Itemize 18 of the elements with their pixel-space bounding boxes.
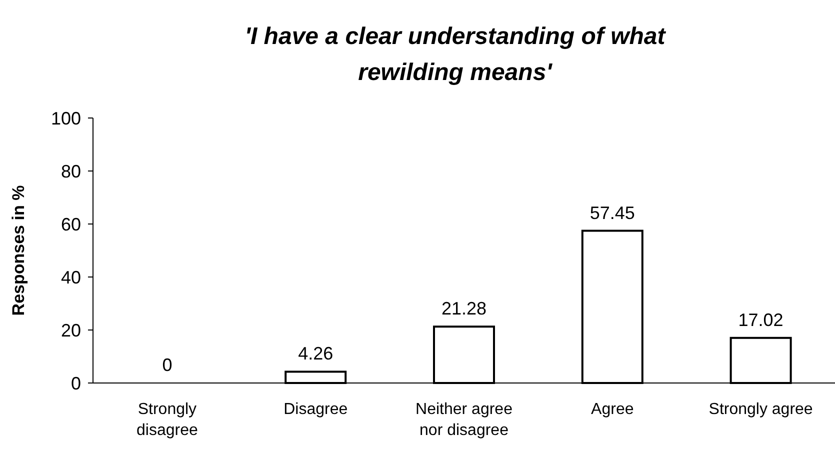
data-label: 57.45 xyxy=(590,202,635,223)
y-axis-title: Responses in % xyxy=(9,185,28,316)
data-label: 17.02 xyxy=(738,310,784,330)
y-tick-label: 60 xyxy=(60,214,81,234)
x-tick-label: Neither agree nor disagree xyxy=(416,401,513,439)
y-tick-label: 20 xyxy=(60,320,81,340)
x-tick-label: Agree xyxy=(591,401,634,418)
y-tick-label: 40 xyxy=(60,267,81,288)
data-label: 4.26 xyxy=(298,344,334,364)
data-label: 0 xyxy=(162,355,172,375)
y-tick-label: 80 xyxy=(60,161,81,182)
y-tick-label: 100 xyxy=(50,108,81,128)
x-tick-label: Strongly agree xyxy=(708,401,813,418)
chart-title: 'I have a clear understanding of what rewilding means' xyxy=(244,23,666,86)
x-tick-label: Strongly disagree xyxy=(136,401,198,439)
y-tick-label: 0 xyxy=(70,373,81,394)
data-label: 21.28 xyxy=(441,298,487,319)
x-tick-label: Disagree xyxy=(284,401,348,418)
